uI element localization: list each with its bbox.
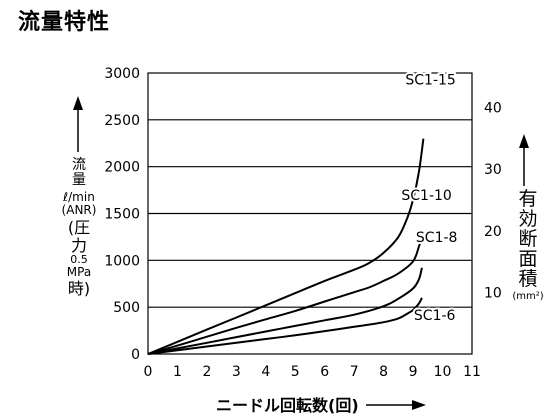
- y-left-tick-label: 500: [113, 300, 140, 316]
- right-axis-label-line: 有: [518, 188, 538, 210]
- y-left-tick-label: 3000: [104, 66, 140, 82]
- x-axis-arrow: [366, 400, 426, 410]
- x-tick-label: 1: [173, 364, 182, 380]
- x-tick-label: 3: [232, 364, 241, 380]
- y-left-tick-label: 1500: [104, 207, 140, 223]
- left-axis-arrow: [73, 96, 83, 152]
- left-axis-label-line: 流: [72, 157, 86, 173]
- series-labels: SC1-15 SC1-10 SC1-8 SC1-6: [399, 71, 459, 326]
- y-right-tick-label: 10: [484, 285, 502, 301]
- left-axis-label-line: (圧: [67, 218, 91, 238]
- y-left-tick-label: 2500: [104, 113, 140, 129]
- series-lines: [147, 138, 425, 355]
- right-axis-label-line: 効: [518, 207, 538, 230]
- grid-lines: [148, 119, 472, 308]
- series-line-sc1-8: [147, 267, 423, 355]
- x-tick-label: 10: [434, 364, 452, 380]
- series-line-sc1-6: [147, 297, 423, 355]
- right-axis-label: 有 効 断 面 積 (mm²): [502, 188, 554, 302]
- y-right-tick-label: 40: [484, 101, 502, 117]
- series-label: SC1-8: [416, 230, 458, 246]
- x-tick-label: 2: [202, 364, 211, 380]
- left-axis-label-line: MPa: [66, 265, 92, 280]
- y-right-tick-label: 20: [484, 224, 502, 240]
- series-label: SC1-15: [405, 73, 455, 89]
- series-line-sc1-15: [147, 138, 425, 355]
- right-axis-label-line: (mm²): [512, 290, 544, 302]
- right-axis-arrow: [519, 134, 529, 186]
- x-tick-label: 5: [291, 364, 300, 380]
- x-axis-label: ニードル回転数(回): [216, 396, 359, 415]
- series-line-sc1-10: [147, 231, 425, 355]
- x-tick-label: 8: [379, 364, 388, 380]
- x-tick-label: 7: [350, 364, 359, 380]
- x-tick-label: 4: [261, 364, 270, 380]
- left-axis-label: 流 量 ℓ/min (ANR) (圧 力 0.5 MPa 時): [44, 157, 114, 298]
- x-tick-label: 11: [463, 364, 481, 380]
- x-tick-label: 9: [409, 364, 418, 380]
- plot-frame: [147, 72, 473, 355]
- x-tick-label: 0: [144, 364, 153, 380]
- left-axis-label-line: 力: [70, 235, 87, 255]
- y-left-tick-label: 2000: [104, 160, 140, 176]
- y-left-tick-label: 1000: [104, 253, 140, 269]
- right-axis-label-line: 断: [518, 227, 538, 250]
- right-axis-label-line: 面: [518, 247, 538, 270]
- y-left-tick-label: 0: [131, 347, 140, 363]
- series-label: SC1-6: [414, 308, 456, 324]
- x-tick-label: 6: [320, 364, 329, 380]
- series-label: SC1-10: [401, 188, 451, 204]
- left-axis-label-line: (ANR): [61, 202, 97, 217]
- left-axis-label-line: 0.5: [70, 253, 88, 267]
- left-axis-label-line: ℓ/min: [63, 189, 95, 204]
- page-title: 流量特性: [18, 10, 111, 35]
- left-axis-label-line: 時): [67, 278, 91, 298]
- y-right-tick-label: 30: [484, 162, 502, 178]
- left-axis-label-line: 量: [72, 172, 86, 189]
- right-axis-label-line: 積: [518, 267, 538, 290]
- tick-labels: 0 500 1000 1500 2000 2500 3000 0 1 2 3 4 5 6 7 8 9 10 11 10…: [104, 66, 501, 380]
